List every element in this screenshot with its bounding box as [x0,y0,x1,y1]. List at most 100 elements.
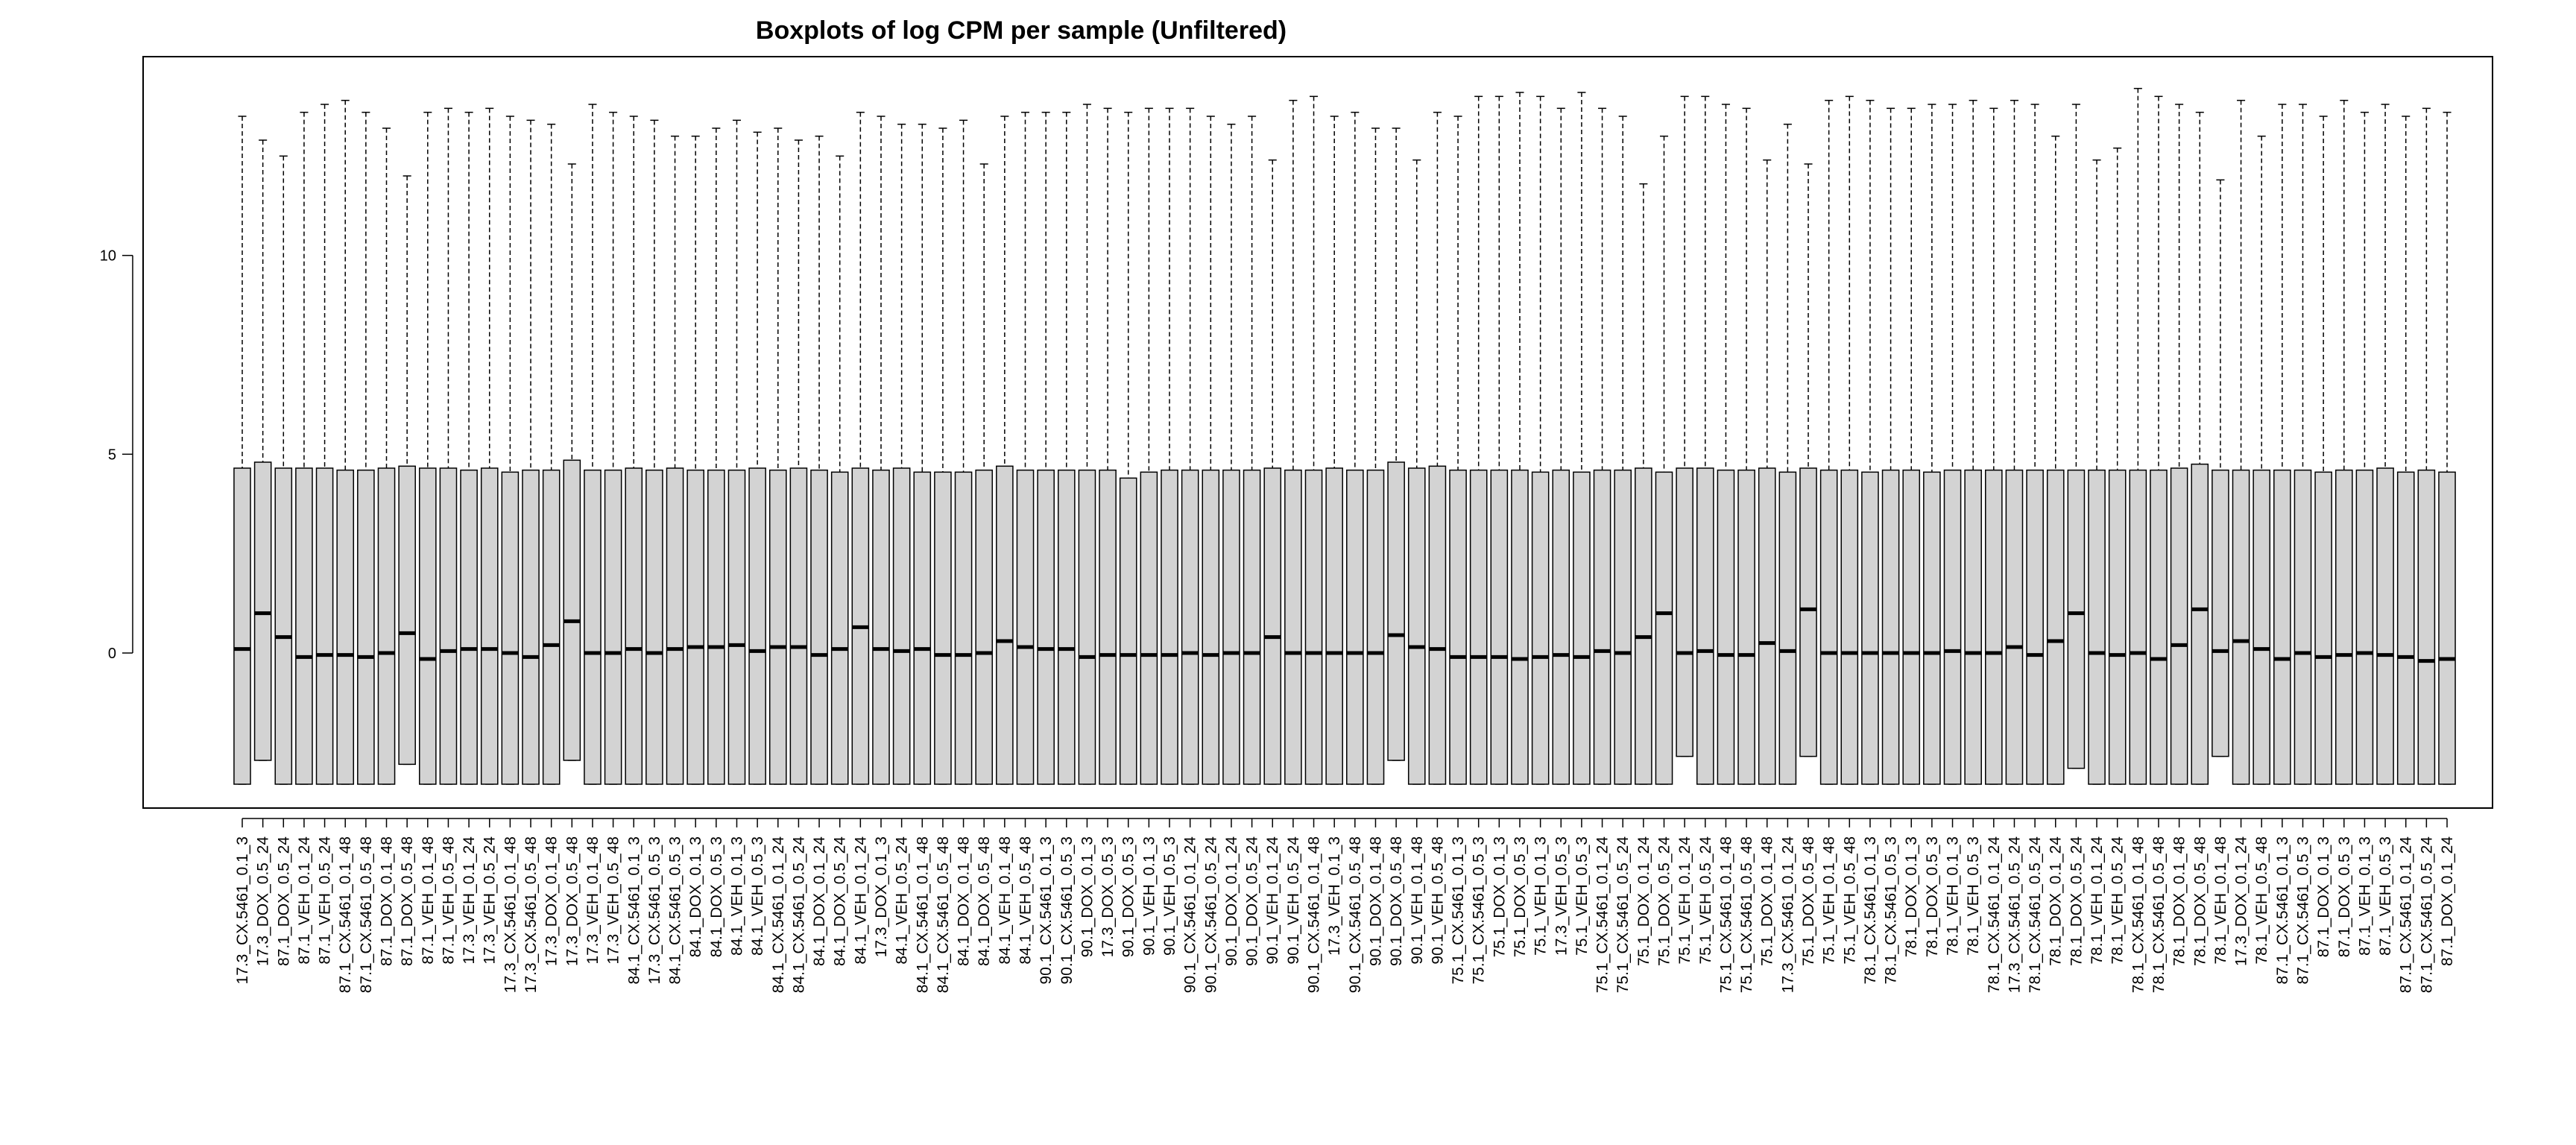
box [1346,111,1364,785]
x-tick-label: 90.1_VEH_0.1_48 [1409,836,1426,965]
box [563,163,581,761]
box [1717,104,1735,785]
x-tick-label: 90.1_CX.5461_0.1_24 [1182,836,1199,994]
box [1222,123,1240,785]
box-iqr [604,469,622,785]
box [2232,99,2250,785]
box-iqr [501,471,520,785]
box [2396,116,2415,785]
box-iqr [1325,467,1343,785]
box-iqr [810,469,828,785]
box-iqr [913,471,932,785]
box [2150,95,2168,785]
box-iqr [1758,467,1776,785]
box [1490,95,1509,785]
box [1902,107,1921,785]
box-iqr [398,465,416,766]
box [1057,111,1076,785]
box [851,111,870,785]
box [1449,116,1467,785]
y-tick-label: 5 [108,447,116,463]
box [1593,107,1611,785]
x-tick-label: 84.1_VEH_0.5_48 [1017,836,1035,965]
x-tick-label: 17.3_DOX_0.5_3 [1099,836,1117,957]
box [1799,163,1817,757]
box-iqr [336,469,355,785]
x-tick-label: 17.3_DOX_0.1_48 [543,836,561,966]
box [1552,107,1570,785]
box-iqr [768,469,787,785]
box-iqr [1140,471,1158,785]
box [1964,99,1982,785]
box-iqr [1531,471,1550,785]
box [686,135,704,785]
box-iqr [2232,469,2250,785]
box-iqr [418,467,437,785]
x-tick-label: 90.1_VEH_0.1_24 [1264,836,1281,965]
box [2212,179,2229,757]
box [1428,111,1447,785]
x-tick-label: 84.1_DOX_0.1_24 [811,836,828,966]
box [645,119,663,785]
box-iqr [542,469,561,785]
box [625,116,643,785]
box [439,107,458,785]
box-iqr [1057,469,1076,785]
x-tick-label: 84.1_CX.5461_0.5_3 [667,836,684,985]
box [748,131,766,785]
box [727,119,746,785]
box-iqr [1861,471,1879,785]
box-iqr [2253,469,2271,785]
box-iqr [1119,477,1137,785]
box-iqr [1346,469,1364,785]
box [892,123,911,785]
box [377,127,396,785]
x-tick-label: 78.1_VEH_0.5_48 [2253,836,2270,965]
box [2088,159,2106,785]
box-iqr [1181,469,1199,785]
box-iqr [2334,469,2353,785]
box [2334,99,2353,785]
box [1263,159,1282,785]
x-tick-label: 78.1_CX.5461_0.5_3 [1883,836,1900,985]
x-tick-label: 90.1_CX.5461_0.5_24 [1202,836,1219,994]
box [1119,111,1137,785]
x-tick-label: 84.1_CX.5461_0.5_24 [790,836,807,994]
box [2355,111,2374,785]
box [2438,111,2456,785]
x-tick-label: 17.3_CX.5461_0.1_48 [502,836,519,993]
box-iqr [1902,469,1921,785]
x-tick-label: 87.1_CX.5461_0.1_48 [337,836,354,993]
x-tick-label: 87.1_CX.5461_0.1_3 [2274,836,2291,985]
x-tick-label: 90.1_DOX_0.1_48 [1367,836,1384,966]
x-tick-label: 75.1_VEH_0.1_48 [1821,836,1838,965]
box [1635,183,1652,785]
box-iqr [563,459,581,761]
box-iqr [2294,469,2312,785]
x-tick-label: 75.1_DOX_0.5_48 [1800,836,1817,966]
box-iqr [1923,471,1941,785]
box-iqr [2438,471,2456,785]
box [2273,104,2291,785]
box [2314,116,2332,785]
box-iqr [1985,469,2003,785]
x-tick-label: 78.1_CX.5461_0.5_48 [2150,836,2168,993]
box-iqr [2150,469,2168,785]
box-iqr [460,469,478,785]
box-iqr [2108,469,2127,785]
x-tick-label: 17.3_CX.5461_0.1_3 [234,836,251,985]
x-tick-label: 78.1_VEH_0.1_48 [2212,836,2229,965]
x-tick-label: 78.1_CX.5461_0.1_24 [1986,836,2003,994]
box [604,111,622,785]
box-iqr [1511,469,1529,785]
x-tick-label: 17.3_DOX_0.5_48 [564,836,581,966]
box-iqr [1202,469,1220,785]
box [1078,104,1096,785]
box [2046,135,2065,785]
x-tick-label: 90.1_VEH_0.5_24 [1285,836,1302,965]
x-tick-label: 75.1_DOX_0.1_3 [1491,836,1508,957]
x-tick-label: 87.1_VEH_0.1_24 [296,836,313,965]
box [2005,99,2024,785]
x-tick-label: 84.1_DOX_0.5_3 [708,836,725,957]
x-tick-label: 87.1_VEH_0.1_48 [420,836,437,965]
